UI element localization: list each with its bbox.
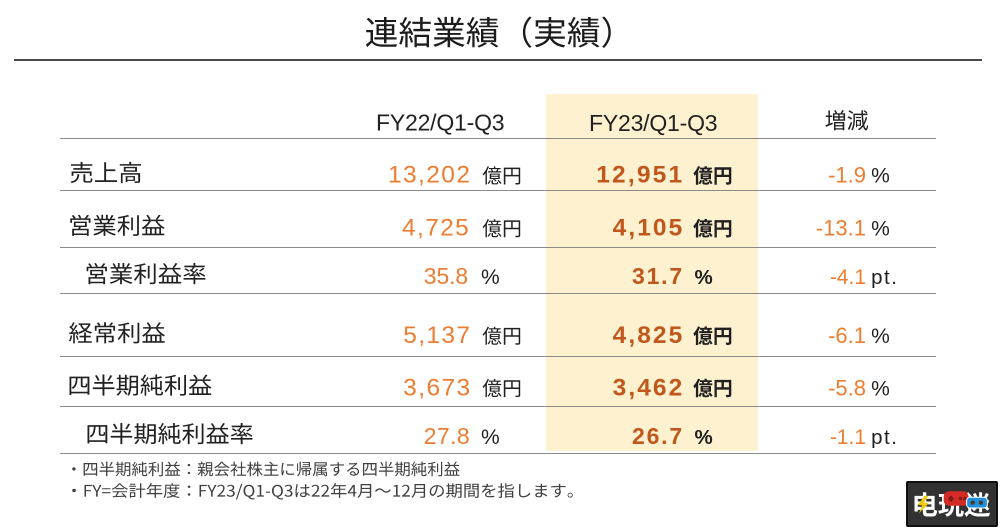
- svg-text:13,202: 13,202: [388, 162, 471, 189]
- svg-text:-1.9: -1.9: [828, 163, 866, 188]
- svg-text:%: %: [695, 426, 713, 449]
- svg-text:35.8: 35.8: [424, 263, 468, 289]
- svg-text:FY22/Q1-Q3: FY22/Q1-Q3: [376, 110, 504, 136]
- svg-text:%: %: [695, 266, 713, 289]
- svg-text:4,725: 4,725: [402, 215, 470, 242]
- svg-text:%: %: [871, 377, 890, 400]
- svg-text:%: %: [481, 426, 500, 449]
- svg-text:%: %: [481, 266, 500, 289]
- svg-text:27.8: 27.8: [424, 423, 470, 449]
- svg-text:5,137: 5,137: [403, 322, 471, 349]
- svg-text:FY23/Q1-Q3: FY23/Q1-Q3: [589, 110, 717, 136]
- svg-text:-13.1: -13.1: [816, 216, 866, 241]
- svg-text:%: %: [871, 218, 890, 241]
- svg-text:4,105: 4,105: [613, 215, 685, 242]
- svg-text:3,673: 3,673: [403, 374, 471, 401]
- svg-text:-4.1: -4.1: [830, 266, 866, 289]
- svg-text:-5.8: -5.8: [828, 375, 866, 400]
- svg-text:26.7: 26.7: [632, 423, 684, 449]
- svg-text:4,825: 4,825: [613, 322, 685, 349]
- svg-text:-6.1: -6.1: [828, 323, 866, 348]
- svg-text:pt.: pt.: [871, 426, 898, 449]
- svg-text:pt.: pt.: [871, 266, 898, 289]
- svg-text:-1.1: -1.1: [830, 426, 866, 449]
- svg-text:%: %: [871, 165, 890, 188]
- svg-text:12,951: 12,951: [596, 162, 684, 189]
- svg-text:31.7: 31.7: [632, 263, 684, 289]
- svg-text:%: %: [871, 325, 890, 348]
- svg-text:3,462: 3,462: [613, 374, 685, 401]
